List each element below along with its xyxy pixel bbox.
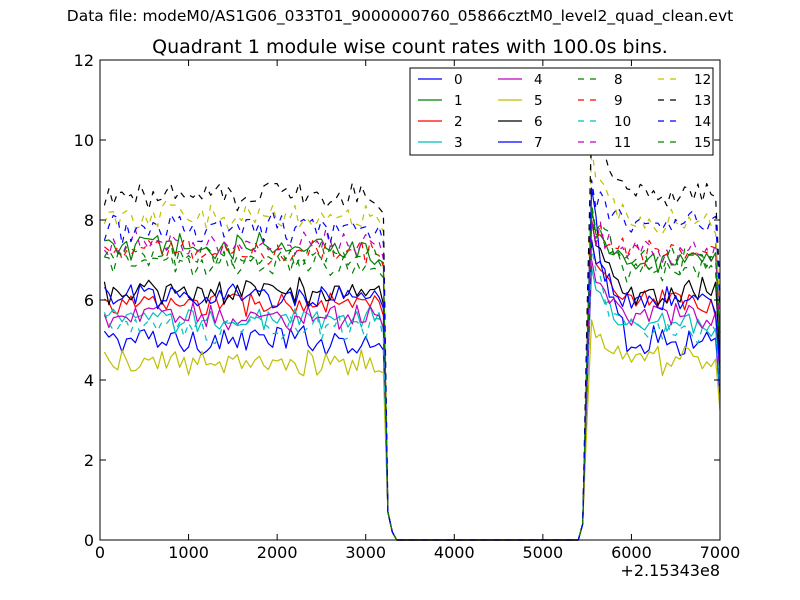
legend-label-9: 9 xyxy=(614,93,623,109)
x-offset-label: +2.15343e8 xyxy=(620,561,720,580)
y-tick-label: 10 xyxy=(74,131,94,150)
chart-suptitle: Data file: modeM0/AS1G06_033T01_90000007… xyxy=(66,7,734,25)
series-line-10 xyxy=(103,247,721,541)
y-tick-label: 2 xyxy=(84,451,94,470)
y-tick-label: 6 xyxy=(84,291,94,310)
series-line-6 xyxy=(103,219,721,541)
x-tick-label: 2000 xyxy=(257,543,298,562)
y-tick-label: 4 xyxy=(84,371,94,390)
x-tick-label: 4000 xyxy=(434,543,475,562)
legend-label-8: 8 xyxy=(614,72,623,88)
legend-label-2: 2 xyxy=(454,114,463,130)
legend-label-15: 15 xyxy=(694,135,711,151)
series-line-0 xyxy=(103,187,721,541)
series-line-8 xyxy=(104,211,721,541)
legend-label-7: 7 xyxy=(534,135,543,151)
series-line-14 xyxy=(103,179,721,541)
legend-label-14: 14 xyxy=(694,114,711,130)
x-tick-label: 0 xyxy=(95,543,105,562)
series-line-11 xyxy=(103,219,721,541)
series-line-15 xyxy=(103,203,721,541)
legend-label-4: 4 xyxy=(534,72,543,88)
series-line-2 xyxy=(104,239,721,541)
legend-label-10: 10 xyxy=(614,114,631,130)
legend-label-1: 1 xyxy=(454,93,463,109)
series-line-4 xyxy=(103,259,721,541)
series-line-7 xyxy=(103,239,721,541)
x-tick-label: 6000 xyxy=(611,543,652,562)
legend-label-5: 5 xyxy=(534,93,543,109)
chart-title: Quadrant 1 module wise count rates with … xyxy=(152,36,668,58)
series-line-13 xyxy=(103,123,721,541)
y-tick-label: 8 xyxy=(84,211,94,230)
x-tick-label: 1000 xyxy=(168,543,209,562)
y-tick-label: 12 xyxy=(74,51,94,70)
x-tick-label: 5000 xyxy=(522,543,563,562)
x-tick-label: 7000 xyxy=(700,543,741,562)
legend-label-13: 13 xyxy=(694,93,711,109)
series-line-5 xyxy=(103,319,721,541)
legend-label-11: 11 xyxy=(614,135,631,151)
legend-label-12: 12 xyxy=(694,72,711,88)
legend-label-0: 0 xyxy=(454,72,463,88)
legend-label-6: 6 xyxy=(534,114,543,130)
legend-box xyxy=(409,67,714,156)
legend-label-3: 3 xyxy=(454,135,463,151)
y-tick-label: 0 xyxy=(84,531,94,550)
x-tick-label: 3000 xyxy=(345,543,386,562)
series-line-3 xyxy=(104,267,721,541)
series-line-9 xyxy=(104,219,721,541)
series-line-12 xyxy=(103,147,721,541)
